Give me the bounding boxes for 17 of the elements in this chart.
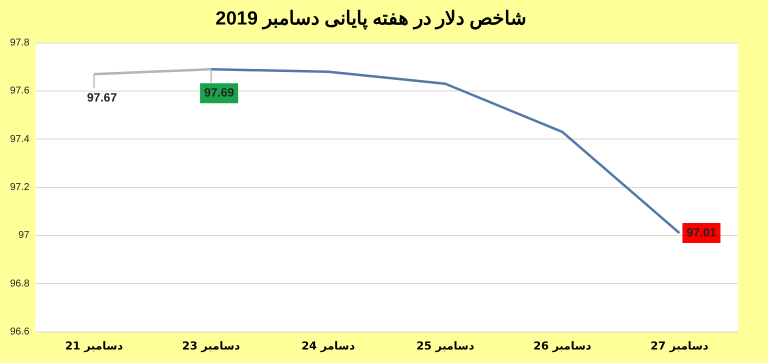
y-tick-label: 97.2	[10, 182, 30, 194]
data-label: 97.69	[204, 86, 234, 100]
y-tick-label: 96.6	[10, 326, 30, 338]
data-label: 97.67	[86, 90, 118, 104]
y-tick-label: 97.4	[10, 134, 30, 145]
x-tick-label: 24 دسامر	[301, 339, 356, 352]
data-label: 97.01	[686, 225, 717, 240]
y-tick-label: 97.8	[10, 38, 30, 49]
chart-title: شاخص دلار در هفته پایانی دسامبر 2019	[216, 8, 526, 30]
x-tick-label: 23 دسامبر	[182, 339, 240, 352]
y-tick-label: 96.8	[10, 278, 30, 290]
y-tick-label: 97.6	[10, 86, 30, 97]
x-tick-label: 27 دسامبر	[650, 339, 709, 352]
x-tick-label: 21 دسامبر	[65, 339, 124, 352]
x-tick-label: 25 دسامبر	[416, 339, 475, 352]
x-tick-label: 26 دسامبر	[533, 339, 592, 352]
y-tick-label: 97	[18, 230, 30, 242]
